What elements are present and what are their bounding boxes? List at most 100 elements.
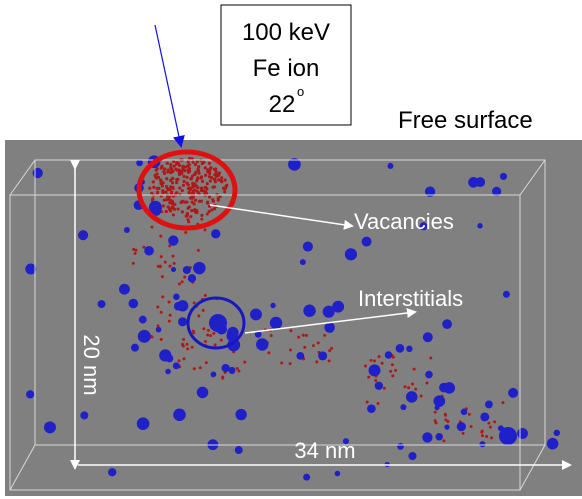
vacancy — [195, 184, 198, 187]
vacancy — [328, 359, 331, 362]
vacancy — [176, 178, 179, 181]
interstitial — [300, 259, 306, 265]
vacancy — [191, 190, 194, 193]
vacancy — [194, 171, 197, 174]
vacancy — [289, 329, 292, 332]
interstitial — [296, 352, 304, 360]
vacancy — [191, 175, 194, 178]
interstitial — [156, 327, 162, 333]
interstitial — [211, 229, 220, 238]
angle-unit: o — [297, 84, 304, 99]
vacancy — [211, 198, 214, 201]
vacancy — [204, 186, 207, 189]
interstitial — [479, 441, 485, 447]
vacancy — [187, 191, 190, 194]
vacancy — [187, 207, 190, 210]
vacancy — [180, 170, 183, 173]
vacancy — [221, 377, 224, 380]
depth-label: 20 nm — [79, 334, 104, 395]
vacancy — [163, 199, 166, 202]
surface-label: Free surface — [398, 107, 533, 134]
vacancy — [212, 332, 215, 335]
vacancy — [193, 367, 196, 370]
vacancy — [193, 301, 196, 304]
vacancy — [203, 228, 206, 231]
vacancy — [470, 425, 473, 428]
vacancy — [378, 355, 381, 358]
vacancy — [481, 434, 484, 437]
vacancy — [166, 162, 169, 165]
interstitial — [517, 428, 528, 439]
vacancy — [163, 167, 166, 170]
vacancy — [315, 360, 318, 363]
vacancy — [446, 420, 449, 423]
vacancy — [150, 226, 153, 229]
interstitial — [168, 235, 178, 245]
vacancy — [462, 432, 465, 435]
vacancy — [204, 190, 207, 193]
vacancy — [189, 196, 192, 199]
vacancy — [169, 166, 172, 169]
vacancy — [206, 212, 209, 215]
vacancy — [171, 200, 174, 203]
width-label: 34 nm — [294, 438, 355, 463]
vacancy — [297, 336, 300, 339]
interstitial — [408, 452, 416, 460]
vacancy — [237, 369, 240, 372]
vacancy — [302, 334, 305, 337]
vacancy — [317, 342, 320, 345]
vacancy — [370, 359, 373, 362]
interstitial — [425, 371, 433, 379]
vacancy — [236, 367, 239, 370]
vacancy — [305, 334, 308, 337]
vacancy — [172, 206, 175, 209]
vacancy — [159, 235, 162, 238]
vacancy — [161, 295, 164, 298]
vacancy — [191, 182, 194, 185]
vacancy — [414, 388, 417, 391]
interstitial — [173, 294, 180, 301]
interstitial — [375, 382, 383, 390]
vacancy — [156, 305, 159, 308]
vacancy — [172, 255, 175, 258]
vacancy — [480, 431, 483, 434]
vacancy — [220, 176, 223, 179]
vacancy — [206, 182, 209, 185]
vacancy — [178, 359, 181, 362]
interstitial — [422, 432, 432, 442]
vacancy — [173, 262, 176, 265]
interstitial — [228, 367, 235, 374]
vacancy — [280, 362, 283, 365]
vacancy — [209, 179, 212, 182]
vacancy — [208, 195, 211, 198]
vacancy — [210, 176, 213, 179]
vacancy — [177, 207, 180, 210]
interstitial — [270, 303, 275, 308]
vacancy — [330, 347, 333, 350]
vacancy — [132, 262, 135, 265]
interstitial — [124, 227, 130, 233]
interstitial — [136, 160, 143, 167]
vacancy — [166, 170, 169, 173]
interstitial — [173, 408, 186, 421]
interstitial — [485, 401, 493, 409]
interstitial — [423, 332, 433, 342]
interstitial — [323, 306, 335, 318]
vacancy — [161, 181, 164, 184]
interstitial — [442, 319, 452, 329]
interstitial — [183, 266, 191, 274]
vacancy — [197, 315, 200, 318]
vacancy — [323, 334, 326, 337]
vacancy — [312, 344, 315, 347]
interstitial — [250, 308, 262, 320]
vacancy — [178, 283, 181, 286]
interstitial — [335, 471, 341, 477]
interstitial — [396, 344, 405, 353]
vacancy — [407, 386, 410, 389]
vacancy — [197, 172, 200, 175]
vacancy — [196, 190, 199, 193]
vacancy — [182, 175, 185, 178]
vacancy — [189, 215, 192, 218]
vacancy — [199, 366, 202, 369]
vacancy — [364, 364, 367, 367]
